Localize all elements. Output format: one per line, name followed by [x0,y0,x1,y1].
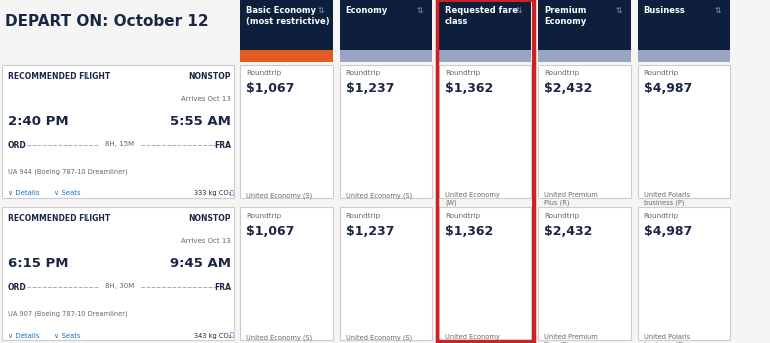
Text: ORD: ORD [8,141,26,150]
Text: UA 944 (Boeing 787-10 Dreamliner): UA 944 (Boeing 787-10 Dreamliner) [8,168,127,175]
Bar [538,0,631,62]
Text: Arrives Oct 13: Arrives Oct 13 [181,238,231,244]
Text: 6:15 PM: 6:15 PM [8,257,69,270]
Bar [439,50,531,62]
Text: 2:40 PM: 2:40 PM [8,115,69,128]
Text: Roundtrip: Roundtrip [445,213,480,218]
Bar [437,0,534,341]
Bar [538,65,631,198]
Text: United Economy (S): United Economy (S) [246,192,313,199]
Text: Premium
Economy: Premium Economy [544,6,587,26]
Text: $2,432: $2,432 [544,82,593,95]
Text: United Polaris
business (P): United Polaris business (P) [644,334,690,343]
Bar [638,50,730,62]
Text: RECOMMENDED FLIGHT: RECOMMENDED FLIGHT [8,214,110,223]
Bar [538,207,631,340]
Text: Roundtrip: Roundtrip [644,213,679,218]
Text: NONSTOP: NONSTOP [189,214,231,223]
Text: United Economy (S): United Economy (S) [346,192,412,199]
Text: RECOMMENDED FLIGHT: RECOMMENDED FLIGHT [8,72,110,81]
Bar [340,50,432,62]
Text: $1,237: $1,237 [346,82,394,95]
Text: $1,362: $1,362 [445,225,494,238]
Text: United Premium
Plus (R): United Premium Plus (R) [544,334,598,343]
Text: $1,362: $1,362 [445,82,494,95]
Text: United Economy (S): United Economy (S) [346,334,412,341]
Text: Basic Economy
(most restrictive): Basic Economy (most restrictive) [246,6,330,26]
Bar [638,207,730,340]
Text: Economy: Economy [346,6,388,15]
Bar [439,0,531,62]
Text: 9:45 AM: 9:45 AM [170,257,231,270]
Text: ∨ Seats: ∨ Seats [54,333,81,339]
Text: Roundtrip: Roundtrip [544,213,580,218]
Bar [340,65,432,198]
Text: ⇅: ⇅ [317,6,323,15]
Text: United Economy
(W): United Economy (W) [445,192,500,205]
Text: $1,067: $1,067 [246,225,295,238]
Text: ORD: ORD [8,283,26,292]
Text: ⓘ: ⓘ [229,333,233,338]
Text: Roundtrip: Roundtrip [246,213,282,218]
Bar [638,0,730,62]
Text: United Polaris
business (P): United Polaris business (P) [644,192,690,205]
Text: Arrives Oct 13: Arrives Oct 13 [181,96,231,102]
Text: 8H, 15M: 8H, 15M [105,141,134,146]
Text: Requested fare
class: Requested fare class [445,6,518,26]
Text: 343 kg CO₂: 343 kg CO₂ [193,333,231,339]
Bar [2,207,234,340]
Text: ⇅: ⇅ [715,6,721,15]
Text: United Economy (S): United Economy (S) [246,334,313,341]
Text: Roundtrip: Roundtrip [346,70,381,76]
Text: 8H, 30M: 8H, 30M [105,283,134,289]
Text: 5:55 AM: 5:55 AM [170,115,231,128]
Bar [538,50,631,62]
Bar [2,65,234,198]
Text: FRA: FRA [214,141,231,150]
Text: $4,987: $4,987 [644,225,692,238]
Text: ∨ Seats: ∨ Seats [54,190,81,196]
Text: $1,067: $1,067 [246,82,295,95]
Bar [439,207,531,340]
Bar [437,0,533,343]
Bar [240,207,333,340]
Text: FRA: FRA [214,283,231,292]
Bar [340,0,432,62]
Bar [439,65,531,198]
Text: ∨ Details: ∨ Details [8,190,39,196]
Text: United Premium
Plus (R): United Premium Plus (R) [544,192,598,205]
Text: ⓘ: ⓘ [83,214,88,220]
Text: Business: Business [644,6,685,15]
Bar [340,207,432,340]
Text: 333 kg CO₂: 333 kg CO₂ [193,190,231,196]
Bar [638,65,730,198]
Text: ∨ Details: ∨ Details [8,333,39,339]
Text: ⓘ: ⓘ [229,190,233,196]
Text: $2,432: $2,432 [544,225,593,238]
Bar [240,65,333,198]
Text: ⇅: ⇅ [516,6,522,15]
Text: NONSTOP: NONSTOP [189,72,231,81]
Text: Roundtrip: Roundtrip [246,70,282,76]
Text: UA 907 (Boeing 787-10 Dreamliner): UA 907 (Boeing 787-10 Dreamliner) [8,310,127,317]
Text: DEPART ON: October 12: DEPART ON: October 12 [5,14,208,29]
Text: ⇅: ⇅ [417,6,423,15]
Bar [240,50,333,62]
Text: Roundtrip: Roundtrip [644,70,679,76]
Text: Roundtrip: Roundtrip [346,213,381,218]
Text: ⇅: ⇅ [615,6,621,15]
Text: United Economy
(W): United Economy (W) [445,334,500,343]
Text: Roundtrip: Roundtrip [544,70,580,76]
Text: Roundtrip: Roundtrip [445,70,480,76]
Bar [240,0,333,62]
Text: $4,987: $4,987 [644,82,692,95]
Text: $1,237: $1,237 [346,225,394,238]
Text: ⓘ: ⓘ [83,71,88,78]
